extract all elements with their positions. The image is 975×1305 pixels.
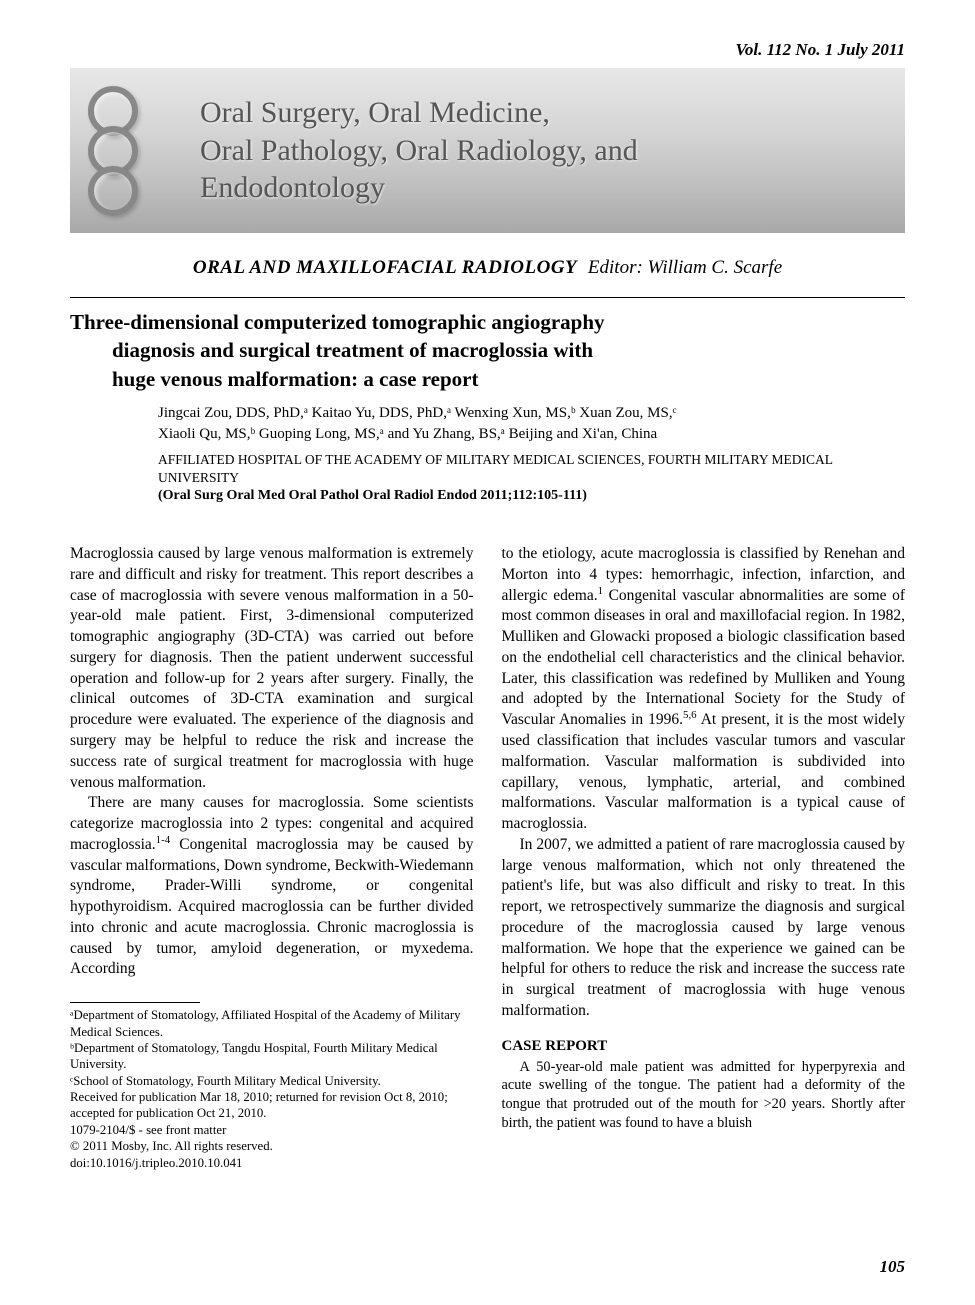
footnote-line: ᵃDepartment of Stomatology, Affiliated H… — [70, 1007, 474, 1040]
citation-superscript: 5,6 — [683, 709, 697, 721]
editor-name: William C. Scarfe — [648, 257, 783, 278]
footnote-line: doi:10.1016/j.tripleo.2010.10.041 — [70, 1155, 474, 1171]
right-column: to the etiology, acute macroglossia is c… — [502, 544, 906, 1171]
journal-logo-rings — [88, 86, 138, 206]
text-run: Congenital vascular abnormalities are so… — [502, 587, 906, 729]
paragraph: Macroglossia caused by large venous malf… — [70, 544, 474, 793]
paragraph: to the etiology, acute macroglossia is c… — [502, 544, 906, 835]
editor-label: Editor: — [588, 257, 643, 278]
footnote-line: ᶜSchool of Stomatology, Fourth Military … — [70, 1073, 474, 1089]
footnote-line: Received for publication Mar 18, 2010; r… — [70, 1089, 474, 1122]
paragraph: There are many causes for macroglossia. … — [70, 793, 474, 980]
title-line: Three-dimensional computerized tomograph… — [70, 310, 605, 334]
footnote-line: ᵇDepartment of Stomatology, Tangdu Hospi… — [70, 1040, 474, 1073]
ring-icon — [88, 166, 138, 216]
authors-line: Xiaoli Qu, MS,ᵇ Guoping Long, MS,ᵃ and Y… — [158, 424, 905, 445]
citation: (Oral Surg Oral Med Oral Pathol Oral Rad… — [70, 488, 905, 504]
journal-name-line: Oral Surgery, Oral Medicine, — [200, 94, 638, 132]
section-heading: CASE REPORT — [502, 1036, 906, 1056]
divider — [70, 297, 905, 298]
left-column: Macroglossia caused by large venous malf… — [70, 544, 474, 1171]
paragraph: In 2007, we admitted a patient of rare m… — [502, 835, 906, 1022]
authors-line: Jingcai Zou, DDS, PhD,ᵃ Kaitao Yu, DDS, … — [158, 403, 905, 424]
text-run: At present, it is the most widely used c… — [502, 711, 906, 832]
footnote-divider — [70, 1002, 200, 1003]
footnotes: ᵃDepartment of Stomatology, Affiliated H… — [70, 1007, 474, 1171]
journal-name-line: Endodontology — [200, 169, 638, 207]
authors: Jingcai Zou, DDS, PhD,ᵃ Kaitao Yu, DDS, … — [70, 403, 905, 445]
footnote-line: 1079-2104/$ - see front matter — [70, 1122, 474, 1138]
footnote-line: © 2011 Mosby, Inc. All rights reserved. — [70, 1138, 474, 1154]
paragraph: A 50-year-old male patient was admitted … — [502, 1058, 906, 1132]
journal-banner: Oral Surgery, Oral Medicine, Oral Pathol… — [70, 68, 905, 233]
body-columns: Macroglossia caused by large venous malf… — [70, 544, 905, 1171]
text-run: Congenital macroglossia may be caused by… — [70, 836, 474, 978]
issue-line: Vol. 112 No. 1 July 2011 — [70, 40, 905, 60]
title-line: huge venous malformation: a case report — [70, 365, 905, 393]
page-number: 105 — [880, 1257, 906, 1277]
section-header: ORAL AND MAXILLOFACIAL RADIOLOGY Editor:… — [70, 257, 905, 279]
title-line: diagnosis and surgical treatment of macr… — [70, 336, 905, 364]
journal-name-line: Oral Pathology, Oral Radiology, and — [200, 132, 638, 170]
citation-superscript: 1-4 — [156, 834, 170, 846]
article-title: Three-dimensional computerized tomograph… — [70, 308, 905, 393]
affiliation: AFFILIATED HOSPITAL OF THE ACADEMY OF MI… — [70, 451, 905, 486]
journal-name: Oral Surgery, Oral Medicine, Oral Pathol… — [200, 94, 638, 207]
section-name: ORAL AND MAXILLOFACIAL RADIOLOGY — [193, 257, 577, 278]
